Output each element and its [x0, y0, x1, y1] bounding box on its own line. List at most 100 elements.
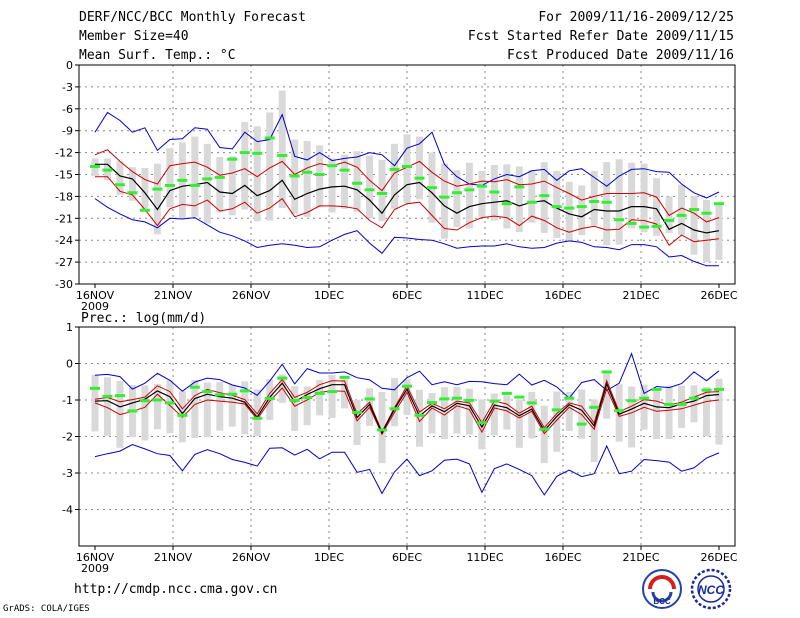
temp-y-tick-label: -18 [55, 190, 73, 203]
temp-observation-marker [414, 176, 425, 180]
prec-observation-marker [489, 399, 500, 403]
temp-x-tick-label: 26NOV [232, 289, 271, 302]
prec-spread-box [228, 384, 236, 427]
prec-spread-box [665, 385, 673, 440]
prec-observation-marker [514, 395, 525, 399]
temp-observation-marker [364, 188, 375, 192]
prec-observation-marker [626, 399, 637, 403]
prec-observation-marker [289, 398, 300, 402]
temp-observation-marker [664, 218, 675, 222]
prec-observation-marker [564, 396, 575, 400]
member-size: Member Size=40 [79, 29, 189, 44]
temp-y-tick-label: -15 [55, 169, 73, 182]
prec-y-tick-label: 1 [66, 321, 73, 334]
prec-observation-marker [364, 397, 375, 401]
prec-observation-marker [426, 401, 437, 405]
prec-spread-box [291, 386, 299, 432]
prec-x-year-label: 2009 [81, 562, 109, 575]
temp-spread-box [478, 170, 486, 218]
ncc-logo: NCC [690, 568, 732, 610]
prec-spread-box [703, 386, 711, 437]
temp-spread-box [203, 143, 211, 224]
temp-observation-marker [189, 183, 200, 187]
prec-observation-marker [651, 387, 662, 391]
prec-spread-box [465, 388, 473, 435]
temp-x-tick-label: 16NOV [76, 289, 115, 302]
prec-spread-box [715, 378, 723, 445]
prec-spread-box [415, 389, 423, 447]
prec-spread-box [428, 393, 436, 434]
prec-observation-marker [302, 395, 313, 399]
temp-lower-line [95, 176, 720, 247]
temp-spread-box [116, 161, 124, 195]
prec-observation-marker [451, 396, 462, 400]
prec-observation-marker [214, 393, 225, 397]
prec-observation-marker [127, 409, 138, 413]
temp-x-tick-label: 16DEC [544, 289, 581, 302]
temp-spread-box [403, 134, 411, 203]
prec-observation-marker [239, 389, 250, 393]
temp-spread-box [653, 178, 661, 236]
prec-observation-marker [189, 385, 200, 389]
temp-observation-marker [639, 225, 650, 229]
temp-y-tick-label: 0 [66, 59, 73, 72]
prec-spread-box [303, 386, 311, 426]
temp-observation-marker [601, 200, 612, 204]
temp-y-tick-label: -30 [55, 278, 73, 291]
prec-observation-marker [264, 397, 275, 401]
temp-observation-marker [139, 208, 150, 212]
prec-observation-marker [614, 409, 625, 413]
prec-observation-marker [314, 391, 325, 395]
prec-x-tick-label: 26DEC [700, 551, 737, 564]
temp-spread-box [166, 148, 174, 208]
prec-spread-box [603, 372, 611, 419]
prec-y-tick-label: -1 [62, 394, 73, 407]
temp-spread-box [328, 158, 336, 213]
prec-spread-box [678, 385, 686, 429]
prec-spread-box [253, 389, 261, 437]
temp-spread-box [353, 151, 361, 212]
prec-observation-marker [439, 397, 450, 401]
temp-spread-box [278, 90, 286, 209]
prec-observation-marker [476, 421, 487, 425]
source-url[interactable]: http://cmdp.ncc.cma.gov.cn [74, 582, 278, 597]
temp-observation-marker [152, 187, 163, 191]
temp-observation-marker [289, 174, 300, 178]
prec-observation-marker [90, 386, 100, 390]
temp-observation-marker [302, 170, 313, 174]
temp-observation-marker [102, 168, 113, 172]
prec-x-tick-label: 6DEC [392, 551, 422, 564]
prec-x-tick-label: 26NOV [232, 551, 271, 564]
prec-observation-marker [501, 391, 512, 395]
prec-spread-box [653, 389, 661, 440]
temp-observation-marker [626, 221, 637, 225]
temp-y-tick-label: -21 [55, 212, 73, 225]
temp-spread-box [565, 181, 573, 241]
temp-spread-box [465, 162, 473, 229]
temp-spread-box [316, 145, 324, 208]
prec-panel-title: Prec.: log(mm/d) [81, 311, 206, 326]
temp-observation-marker [714, 202, 724, 206]
prec-observation-marker [589, 405, 600, 409]
prec-observation-marker [202, 390, 213, 394]
temp-spread-box [253, 126, 261, 222]
temp-observation-marker [701, 211, 712, 215]
temp-x-tick-label: 6DEC [392, 289, 422, 302]
temp-observation-marker [426, 186, 437, 190]
prec-spread-box [440, 387, 448, 440]
temp-observation-marker [352, 181, 363, 185]
prec-spread-box [515, 399, 523, 448]
prec-spread-box [690, 385, 698, 423]
temp-spread-box [540, 162, 548, 233]
temp-spread-box [440, 163, 448, 239]
temp-x-tick-label: 21DEC [622, 289, 659, 302]
chart-title: DERF/NCC/BCC Monthly Forecast [79, 10, 306, 25]
prec-observation-marker [414, 413, 425, 417]
temp-x-year-label: 2009 [81, 300, 109, 313]
bcc-logo-text: BCC [653, 597, 671, 606]
temp-x-tick-label: 21NOV [154, 289, 193, 302]
prec-spread-box [341, 379, 349, 409]
temp-observation-marker [264, 136, 275, 140]
prec-observation-marker [714, 387, 724, 391]
